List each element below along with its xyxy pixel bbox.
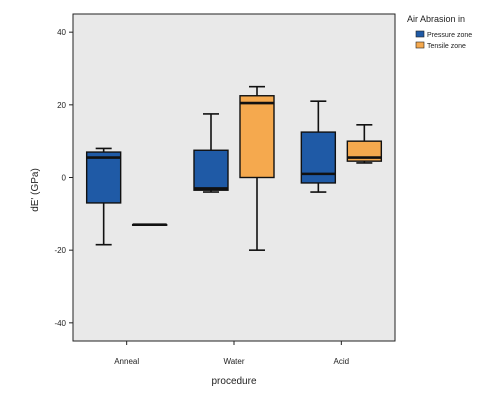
box-tensile-zone-acid [346, 124, 383, 164]
iqr-box [239, 95, 275, 179]
y-tick-label: -20 [54, 246, 66, 255]
box-tensile-zone-anneal [131, 223, 168, 227]
y-tick-label: 40 [57, 28, 66, 37]
y-tick-label: 20 [57, 101, 66, 110]
box-pressure-zone-anneal [85, 147, 122, 246]
plot-area [72, 13, 396, 342]
box-pressure-zone-acid [300, 100, 337, 193]
y-tick-label: 0 [62, 174, 67, 183]
iqr-box [193, 149, 229, 191]
iqr-box [346, 140, 383, 162]
box-series [85, 85, 383, 251]
y-axis: -40 -20 0 20 40 [54, 28, 73, 328]
legend-title: Air Abrasion in [407, 14, 465, 24]
box-pressure-zone-water [193, 113, 229, 193]
legend-label-tensile: Tensile zone [427, 43, 466, 50]
box-tensile-zone-water [239, 85, 275, 251]
x-tick-label: Anneal [114, 357, 139, 366]
iqr-box [85, 151, 122, 204]
y-tick-label: -40 [54, 319, 66, 328]
legend-label-pressure: Pressure zone [427, 32, 472, 39]
x-tick-label: Water [223, 357, 244, 366]
y-axis-title: dE' (GPa) [30, 168, 41, 212]
iqr-box [300, 131, 337, 184]
x-axis-title: procedure [211, 376, 256, 387]
x-axis: Anneal Water Acid [114, 341, 349, 366]
legend: Air Abrasion in Pressure zone Tensile zo… [407, 14, 472, 50]
x-tick-label: Acid [334, 357, 350, 366]
legend-swatch-tensile [415, 41, 425, 49]
legend-swatch-pressure [415, 30, 425, 38]
